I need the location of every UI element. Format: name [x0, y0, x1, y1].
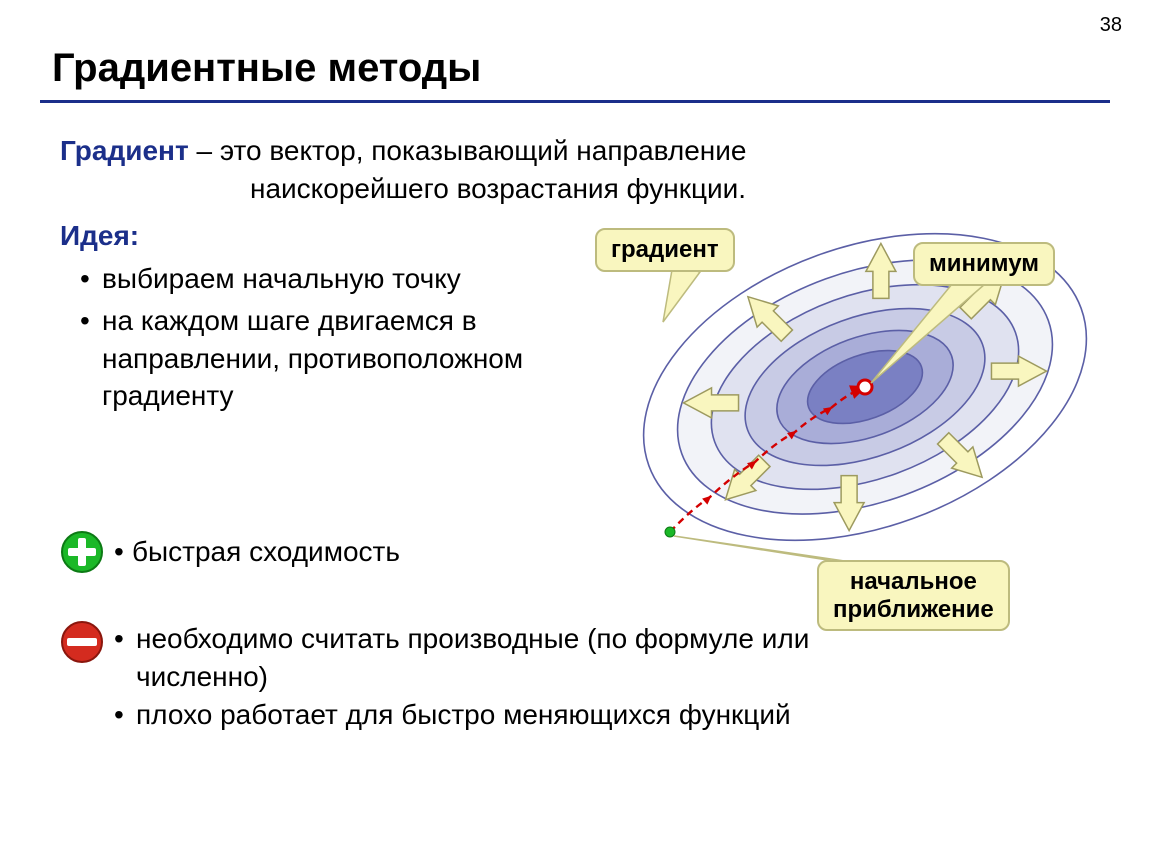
definition-text: Градиент – это вектор, показывающий напр…: [60, 132, 746, 208]
idea-label: Идея:: [60, 220, 139, 252]
bullet-dot: •: [114, 696, 136, 734]
bullet-dot: •: [80, 260, 102, 298]
pro-item-text: быстрая сходимость: [132, 536, 400, 567]
minus-icon: [60, 620, 104, 664]
term-gradient: Градиент: [60, 135, 189, 166]
con-row: • необходимо считать производные (по фор…: [60, 620, 934, 733]
bullet-dot: •: [80, 302, 102, 415]
pro-row: •быстрая сходимость: [60, 530, 400, 574]
con-item: • плохо работает для быстро меняющихся ф…: [114, 696, 934, 734]
pro-text: •быстрая сходимость: [114, 533, 400, 571]
gradient-diagram: градиент минимум начальноеприближение: [555, 212, 1115, 632]
con-item-text: плохо работает для быстро меняющихся фун…: [136, 696, 791, 734]
idea-item: • на каждом шаге двигаемся в направлении…: [80, 302, 600, 415]
idea-item-text: выбираем начальную точку: [102, 260, 461, 298]
title-underline: [40, 100, 1110, 103]
definition-line2: наискорейшего возрастания функции.: [250, 173, 746, 204]
idea-list: • выбираем начальную точку • на каждом ш…: [80, 260, 600, 419]
idea-item: • выбираем начальную точку: [80, 260, 600, 298]
bullet-dot: •: [114, 533, 132, 571]
page-number: 38: [1100, 14, 1122, 37]
con-text: • необходимо считать производные (по фор…: [114, 620, 934, 733]
idea-item-text: на каждом шаге двигаемся в направлении, …: [102, 302, 600, 415]
slide-title: Градиентные методы: [52, 46, 481, 91]
definition-line1: это вектор, показывающий направление: [220, 135, 747, 166]
definition-dash: –: [189, 135, 220, 166]
callout-minimum: минимум: [913, 242, 1055, 286]
bullet-dot: •: [114, 620, 136, 696]
plus-icon: [60, 530, 104, 574]
callout-gradient: градиент: [595, 228, 735, 272]
callout-initial: начальноеприближение: [817, 560, 1010, 631]
